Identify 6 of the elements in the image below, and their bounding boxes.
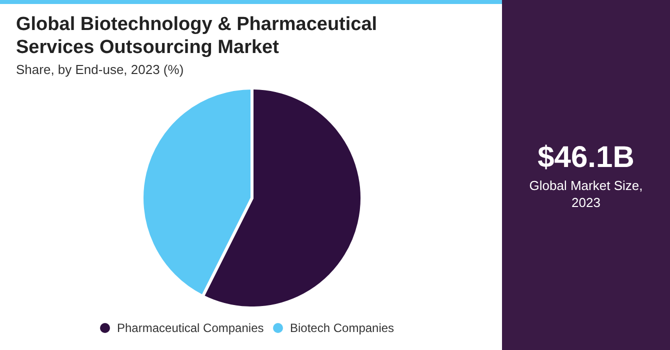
text: $46.1B <box>538 141 634 174</box>
chart-subtitle: Share, by End-use, 2023 (%) <box>16 62 184 77</box>
legend-label: Biotech Companies <box>290 321 394 335</box>
legend-label: Pharmaceutical Companies <box>117 321 264 335</box>
chart-title: Global Biotechnology & Pharmaceutical Services Outsourcing Market <box>16 14 378 58</box>
text: Global Market Size, 2023 <box>529 178 643 210</box>
